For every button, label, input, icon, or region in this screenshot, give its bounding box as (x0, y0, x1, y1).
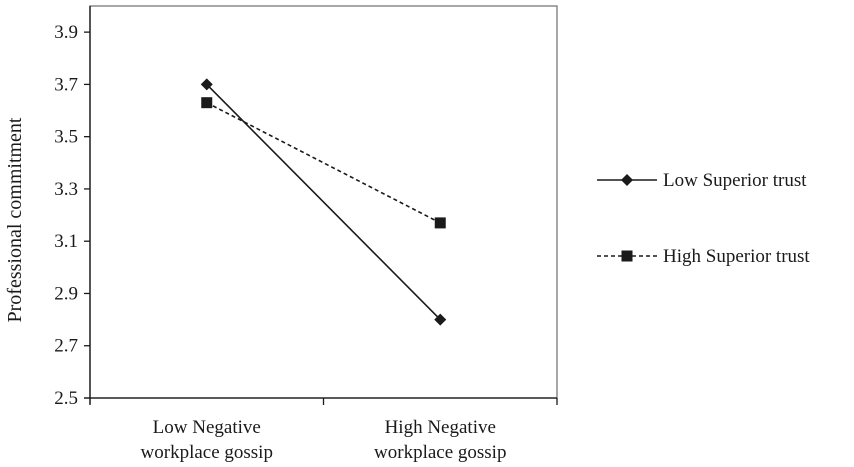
y-tick-label: 2.5 (54, 388, 78, 409)
x-category-label-line: workplace gossip (141, 442, 273, 463)
y-tick-label: 3.9 (54, 22, 78, 43)
legend-marker (621, 250, 633, 262)
x-category-label-line: workplace gossip (374, 442, 506, 463)
data-point (434, 217, 446, 229)
data-point (201, 97, 213, 109)
data-point (434, 313, 447, 326)
legend-item: High Superior trust (597, 246, 810, 267)
series-1 (200, 78, 447, 326)
y-tick-label: 3.1 (54, 231, 78, 252)
legend-label: High Superior trust (663, 246, 810, 267)
y-axis-label: Professional commitment (4, 117, 26, 322)
legend-label: Low Superior trust (663, 170, 807, 191)
x-category-label-line: High Negative (385, 417, 496, 438)
y-tick-label: 3.5 (54, 127, 78, 148)
y-tick-label: 2.9 (54, 283, 78, 304)
data-point (200, 78, 213, 91)
x-category-label: Low Negative workplace gossip (141, 417, 273, 463)
x-category-label-line: Low Negative (153, 417, 261, 438)
y-tick-label: 3.7 (54, 74, 78, 95)
legend-marker (621, 174, 633, 186)
x-category-label: High Negative workplace gossip (374, 417, 506, 463)
y-tick-label: 3.3 (54, 179, 78, 200)
series-line (206, 101, 441, 224)
y-tick-label: 2.7 (54, 336, 78, 357)
series-line (206, 83, 441, 321)
series-2 (201, 97, 446, 229)
legend-item: Low Superior trust (597, 170, 807, 191)
